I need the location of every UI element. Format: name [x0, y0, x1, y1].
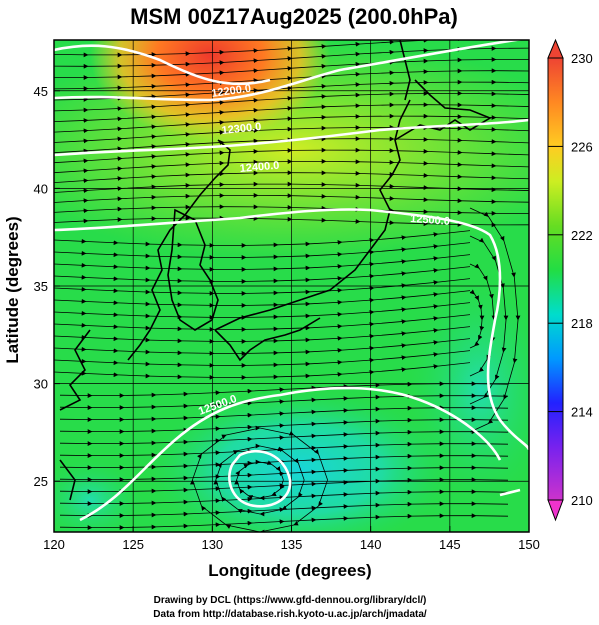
colorbar-max-arrow: [547, 38, 564, 59]
contour-label-1: 12300.0: [221, 121, 262, 137]
y-tick-label-1: 30: [34, 377, 48, 392]
grid-lines: [54, 40, 529, 532]
x-axis-ticks: 120 125 130 135 140 145 150: [43, 526, 540, 552]
contour-label-2: 12400.0: [239, 160, 280, 175]
x-axis-label: Longitude (degrees): [208, 561, 371, 580]
coastline-sakhalin: [399, 40, 411, 101]
coastline-mainland-south: [59, 329, 91, 411]
coastline-honshu: [214, 99, 411, 331]
coastline-kyushu-shikoku: [214, 317, 321, 362]
contour-12300: [54, 118, 529, 157]
y-axis-label: Latitude (degrees): [3, 216, 22, 363]
x-tick-label-0: 120: [43, 537, 65, 552]
colorbar-min-arrow: [547, 499, 564, 522]
y-tick-label-2: 35: [34, 279, 48, 294]
colorbar-body: [547, 57, 564, 501]
plot-area: 12200.0 12300.0 12400.0 12500.0 12500.0: [54, 40, 529, 532]
contour-label-3: 12500.0: [410, 213, 451, 228]
colorbar-tick-label-2: 222: [571, 228, 593, 243]
colorbar-tick-label-3: 218: [571, 316, 593, 331]
contour-label-0: 12200.0: [211, 83, 252, 100]
x-tick-label-2: 130: [201, 537, 223, 552]
contour-12400: [54, 208, 529, 451]
x-tick-label-4: 140: [360, 537, 382, 552]
height-contours: [54, 40, 529, 522]
y-tick-label-3: 40: [34, 181, 48, 196]
contour-12500-ring: [228, 449, 292, 508]
streamline-47: [469, 207, 521, 433]
streamline-28: [54, 362, 471, 380]
chart-title: MSM 00Z17Aug2025 (200.0hPa): [130, 4, 458, 29]
x-tick-label-6: 150: [518, 537, 540, 552]
cool-region-shading: [150, 390, 450, 532]
credit-drawing: Drawing by DCL (https://www.gfd-dennou.o…: [154, 595, 427, 606]
contour-12200: [54, 40, 525, 102]
y-axis-ticks: 25 30 35 40 45: [34, 84, 60, 489]
colorbar-tick-label-4: 214: [571, 405, 593, 420]
x-tick-label-1: 125: [122, 537, 144, 552]
contour-fragment-east: [499, 488, 521, 497]
streamline-43: [190, 425, 328, 532]
colorbar-ticks: 230 226 222 218 214 210: [548, 51, 593, 508]
y-tick-label-4: 45: [34, 84, 48, 99]
colorbar-tick-label-0: 230: [571, 51, 593, 66]
colorbar-tick-label-5: 210: [571, 493, 593, 508]
x-tick-label-5: 145: [439, 537, 461, 552]
coastline-taiwan: [59, 459, 76, 501]
cool-west-shading: [54, 460, 140, 532]
colorbar-tick-label-1: 226: [571, 139, 593, 154]
contour-12500: [79, 386, 502, 522]
contour-12200-north: [54, 44, 271, 86]
x-tick-label-3: 135: [281, 537, 303, 552]
y-tick-label-0: 25: [34, 474, 48, 489]
credit-data: Data from http://database.rish.kyoto-u.a…: [153, 609, 427, 620]
colorbar: 230 226 222 218 214 210: [547, 38, 593, 522]
coastline-china-korea: [127, 139, 231, 361]
